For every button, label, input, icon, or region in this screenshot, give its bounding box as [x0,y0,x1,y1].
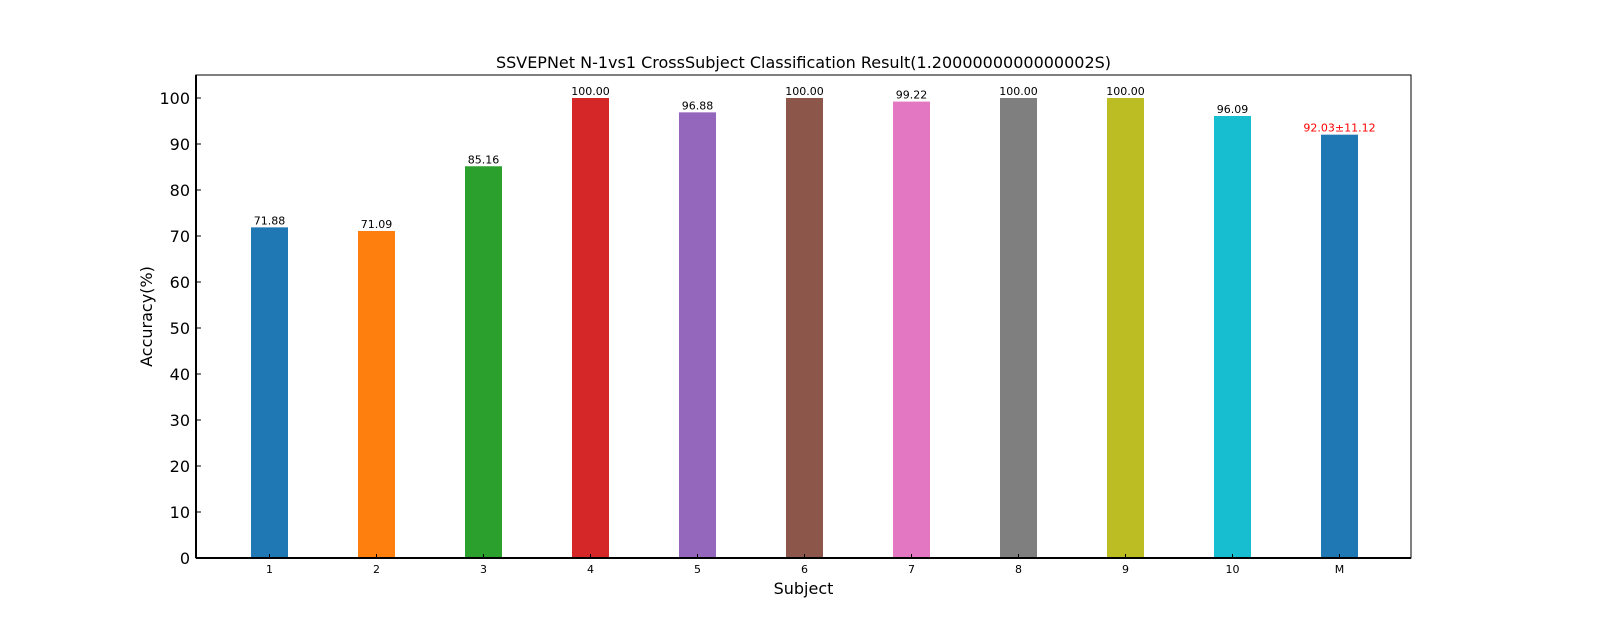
x-tick-label: 4 [587,563,594,576]
y-tick-label: 100 [159,89,190,108]
bar-value-label: 100.00 [1106,85,1145,98]
bar [1321,134,1358,559]
y-tick-label: 10 [170,503,190,522]
bars-group: 71.88 71.09 85.16 100.00 96.88 100.00 99.22 100… [251,85,1376,559]
y-tick-label: 30 [170,411,190,430]
y-axis-label: Accuracy(%) [137,266,156,367]
bar [1214,115,1251,559]
bar [358,230,395,558]
y-tick-label: 90 [170,135,190,154]
bar [893,101,930,558]
y-axis: 0 10 20 30 40 50 60 70 80 90 100 [159,89,201,568]
bar-value-label: 85.16 [468,153,500,166]
bar-value-label: 96.88 [682,99,714,112]
x-tick-label: 9 [1122,563,1129,576]
y-tick-label: 0 [180,549,190,568]
bar-value-label: 96.09 [1217,103,1249,116]
y-tick-label: 80 [170,181,190,200]
bar-value-label: 92.03±11.12 [1303,122,1375,135]
x-tick-label: M [1335,563,1345,576]
bar-value-label: 100.00 [571,85,610,98]
bar [251,227,288,559]
x-axis-label: Subject [774,579,834,598]
bar [786,98,823,558]
x-tick-label: 3 [480,563,487,576]
y-tick-label: 70 [170,227,190,246]
x-tick-label: 10 [1226,563,1240,576]
bar-value-label: 71.88 [254,214,286,227]
bar [572,98,609,558]
bar-value-label: 71.09 [361,218,393,231]
bar [1107,98,1144,558]
y-tick-label: 20 [170,457,190,476]
x-tick-label: 7 [908,563,915,576]
x-tick-label: 5 [694,563,701,576]
x-tick-label: 6 [801,563,808,576]
y-tick-label: 50 [170,319,190,338]
chart-title: SSVEPNet N-1vs1 CrossSubject Classificat… [496,53,1111,72]
bar [679,112,716,559]
y-tick-label: 40 [170,365,190,384]
bar-value-label: 100.00 [785,85,824,98]
x-tick-label: 8 [1015,563,1022,576]
bar-value-label: 99.22 [896,89,928,102]
y-tick-label: 60 [170,273,190,292]
bar [465,166,502,558]
x-tick-label: 1 [266,563,273,576]
bar-value-label: 100.00 [999,85,1038,98]
x-tick-label: 2 [373,563,380,576]
bar [1000,98,1037,558]
